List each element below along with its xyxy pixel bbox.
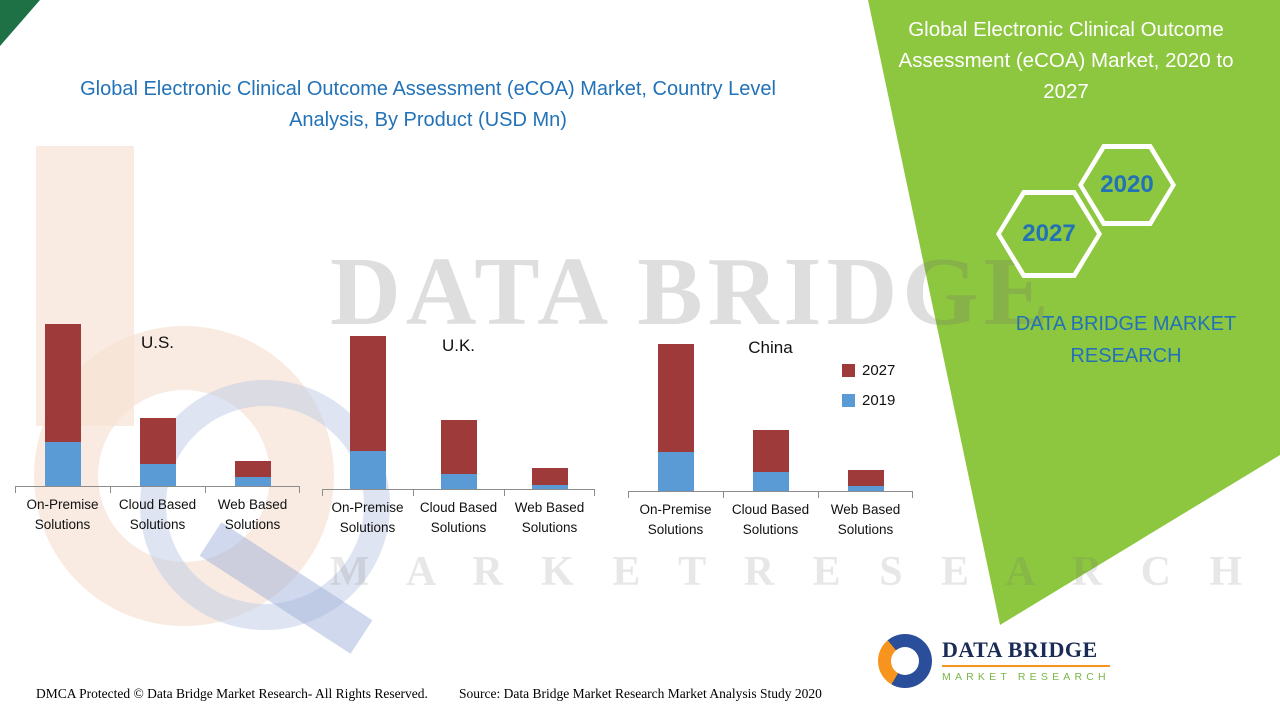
axis-tick [109, 487, 111, 493]
dmca-notice: DMCA Protected © Data Bridge Market Rese… [36, 686, 428, 701]
bar-segment-2019 [847, 486, 884, 491]
panel-title: Global Electronic Clinical Outcome Asses… [898, 18, 1234, 103]
watermark-market-research-text: M A R K E T R E S E A R C H [330, 549, 1257, 595]
category-axis: On-Premise Solutions Cloud Based Solution… [322, 498, 595, 539]
stacked-bar [44, 324, 81, 486]
databridge-logo-icon [878, 634, 932, 688]
category-label: Cloud Based Solutions [118, 497, 197, 533]
stacked-bar [752, 430, 789, 491]
legend-label: 2027 [862, 362, 896, 379]
plot-area [322, 320, 595, 496]
bar-segment-2027 [234, 461, 271, 477]
bar-group [15, 317, 110, 486]
chart-legend: 2027 2019 [842, 362, 895, 409]
axis-tick [722, 492, 724, 498]
axis-tick [322, 490, 323, 496]
bar-group [205, 317, 300, 486]
bar-segment-2027 [440, 420, 477, 474]
hexagon-year-label: 2020 [1100, 171, 1154, 198]
bar-segment-2019 [752, 472, 789, 491]
category-axis: On-Premise Solutions Cloud Based Solution… [15, 495, 300, 536]
bar-segment-2027 [44, 324, 81, 442]
legend-swatch-2027 [842, 364, 855, 377]
category-label: On-Premise Solutions [331, 500, 404, 536]
axis-tick [818, 492, 819, 498]
country-label: U.K. [441, 336, 476, 355]
country-label: China [748, 338, 793, 357]
category-label: Cloud Based Solutions [419, 500, 498, 536]
category-label: Web Based Solutions [514, 500, 585, 536]
bar-group [110, 317, 205, 486]
plot-area [15, 317, 300, 493]
axis-tick [412, 490, 414, 496]
bar-segment-2019 [531, 485, 568, 489]
databridge-logo: DATA BRIDGE MARKET RESEARCH [878, 634, 1110, 688]
bar-chart-uk: U.K. On-Premise Solutions Cloud Based Sol… [322, 320, 595, 539]
bar-segment-2019 [657, 452, 694, 491]
category-axis: On-Premise Solutions Cloud Based Solution… [628, 500, 913, 541]
bar-segment-2027 [657, 344, 694, 452]
logo-name-text: DATA BRIDGE [942, 637, 1098, 662]
bar-segment-2027 [847, 470, 884, 486]
bar-segment-2027 [349, 336, 386, 451]
bar-segment-2019 [349, 451, 386, 489]
category-label: Cloud Based Solutions [731, 502, 810, 538]
category-label: Web Based Solutions [830, 502, 901, 538]
category-label: On-Premise Solutions [26, 497, 99, 533]
bar-segment-2019 [139, 464, 176, 486]
category-label: Web Based Solutions [217, 497, 288, 533]
legend-label: 2019 [862, 392, 896, 409]
stacked-bar [531, 468, 568, 489]
bar-group [504, 320, 595, 489]
axis-tick [628, 492, 629, 498]
bar-group [818, 322, 913, 491]
logo-subtitle-text: MARKET RESEARCH [942, 671, 1110, 683]
bar-chart-us: U.S. On-Premise Solutions Cloud Based Sol… [15, 317, 300, 536]
brand-name-text: DATA BRIDGE MARKET RESEARCH [1015, 313, 1237, 367]
stacked-bar [139, 418, 176, 486]
stacked-bar [349, 336, 386, 489]
stacked-bar [440, 420, 477, 489]
axis-tick [594, 490, 595, 496]
source-note: Source: Data Bridge Market Research Mark… [459, 686, 822, 701]
legend-swatch-2019 [842, 394, 855, 407]
stacked-bar [847, 470, 884, 491]
hexagon-year-label: 2027 [1022, 220, 1076, 247]
bar-segment-2027 [531, 468, 568, 485]
chart-title: Global Electronic Clinical Outcome Asses… [80, 78, 776, 131]
axis-tick [205, 487, 206, 493]
bar-group [322, 320, 413, 489]
axis-tick [504, 490, 505, 496]
legend-item-2019: 2019 [842, 392, 895, 409]
stacked-bar [657, 344, 694, 491]
bar-segment-2019 [234, 477, 271, 486]
country-label: U.S. [140, 333, 175, 352]
stacked-bar [234, 461, 271, 486]
axis-tick [15, 487, 16, 493]
logo-divider-line [942, 665, 1110, 667]
bar-segment-2019 [440, 474, 477, 489]
bar-group [628, 322, 723, 491]
hexagon-badge-2020: 2020 [1078, 144, 1176, 226]
databridge-logo-text: DATA BRIDGE MARKET RESEARCH [942, 639, 1110, 683]
axis-tick [299, 487, 300, 493]
watermark-databridge-text: DATA BRIDGE [330, 238, 1054, 346]
legend-item-2027: 2027 [842, 362, 895, 379]
bar-segment-2019 [44, 442, 81, 486]
bar-chart-china: China On-Premise Solutions Cloud Based So… [628, 322, 913, 541]
category-label: On-Premise Solutions [639, 502, 712, 538]
plot-area [628, 322, 913, 498]
bar-group [413, 320, 504, 489]
axis-tick [912, 492, 913, 498]
bar-segment-2027 [752, 430, 789, 472]
bar-segment-2027 [139, 418, 176, 464]
bar-group [723, 322, 818, 491]
